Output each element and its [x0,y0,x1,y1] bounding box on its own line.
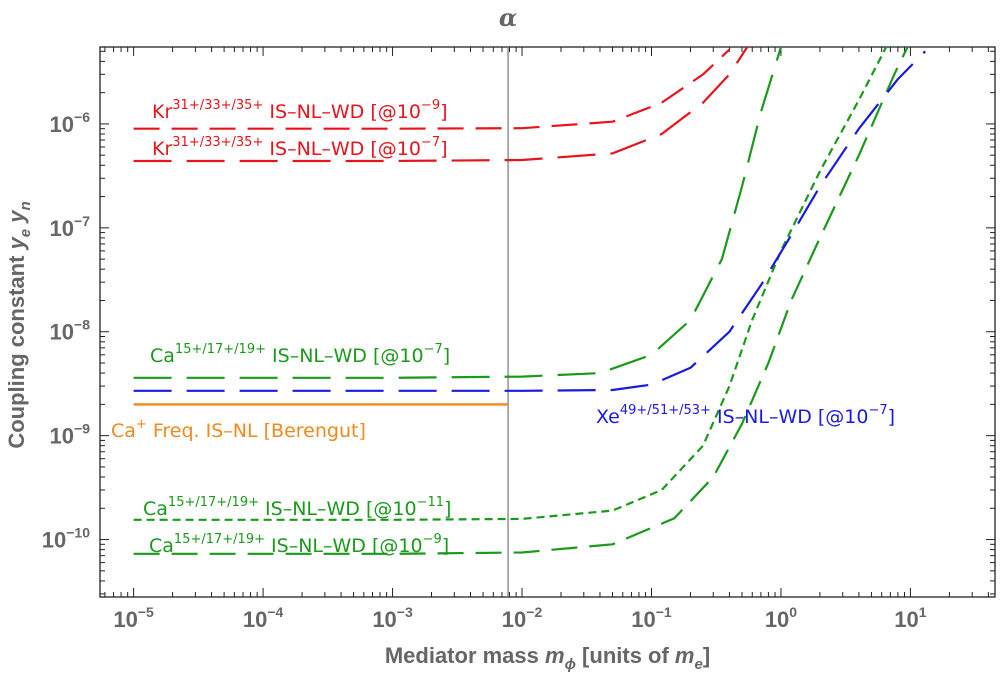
x-tick-label: 10−5 [113,604,154,632]
y-tick-label: 10−6 [50,109,91,137]
y-tick-label: 10−7 [50,213,91,241]
annotation-ca-plus: Ca+ Freq. IS–NL [Berengut] [111,417,366,442]
y-tick-label: 10−9 [50,421,91,449]
axis-titles: Mediator mass mϕ [units of me] Coupling c… [4,201,710,673]
series-line-5 [133,50,926,392]
x-tick-label: 10−4 [243,604,284,632]
plot-frame [99,46,996,598]
y-tick-label: 10−8 [50,317,91,345]
alpha-label: α [499,3,517,32]
series-line-4 [133,46,909,555]
x-tick-label: 101 [894,604,926,632]
y-axis-title: Coupling constant ye yn [4,201,34,448]
x-tick-label: 100 [765,604,797,632]
x-tick-label: 10−1 [631,604,672,632]
series-line-2 [133,46,783,379]
annotation-kr-7: Kr31+/33+/35+ IS–NL–WD [@10−7] [152,135,448,160]
x-tick-label: 10−2 [502,604,543,632]
annotation-ca-9: Ca15+/17+/19+ IS–NL–WD [@10−9] [149,532,449,557]
series-line-1 [133,46,749,163]
x-tick-label: 10−3 [372,604,413,632]
annotation-kr-9: Kr31+/33+/35+ IS–NL–WD [@10−9] [152,98,448,123]
series-line-3 [133,46,888,521]
annotation-layer: Kr31+/33+/35+ IS–NL–WD [@10−9] Kr31+/33+/… [111,98,895,557]
axis-ticks: 10−5 10−4 10−3 10−2 10−1 100 101 10−10 10−9 10−8 1… [42,47,995,632]
annotation-ca-11: Ca15+/17+/19+ IS–NL–WD [@10−11] [143,495,451,520]
series-line-0 [133,48,731,130]
annotation-ca-7: Ca15+/17+/19+ IS–NL–WD [@10−7] [150,342,450,367]
y-tick-label: 10−10 [42,525,90,553]
series-layer: α [133,3,926,597]
x-axis-title: Mediator mass mϕ [units of me] [385,643,710,673]
annotation-xe-7: Xe49+/51+/53+ IS–NL–WD [@10−7] [596,403,895,428]
